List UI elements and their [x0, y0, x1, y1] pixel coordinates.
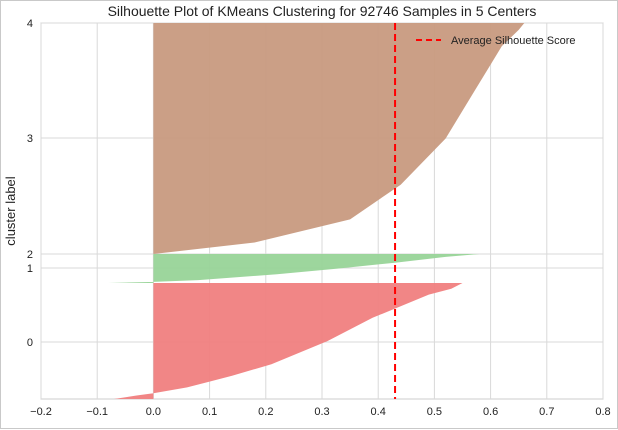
cluster-bands [108, 23, 525, 399]
y-tick-label: 4 [27, 18, 33, 30]
x-tick-label: 0.3 [314, 406, 329, 418]
y-axis-label: cluster label [3, 176, 18, 245]
y-tick-label: 0 [27, 337, 33, 349]
x-tick-label: 0.7 [539, 406, 554, 418]
x-tick-label: 0.4 [371, 406, 386, 418]
y-tick-label: 1 [27, 263, 33, 275]
x-tick-labels: −0.2 −0.1 0.0 0.1 0.2 0.3 0.4 0.5 0.6 0.7 0.8 [30, 406, 611, 418]
y-tick-labels: 0 1 2 3 4 [27, 18, 33, 349]
x-tick-label: 0.1 [202, 406, 217, 418]
x-tick-label: 0.2 [258, 406, 273, 418]
x-tick-label: 0.5 [427, 406, 442, 418]
legend-label: Average Silhouette Score [451, 35, 576, 47]
x-tick-label: 0.0 [146, 406, 161, 418]
cluster-1-band [108, 254, 480, 283]
cluster-0-band [114, 283, 463, 399]
x-tick-label: 0.6 [483, 406, 498, 418]
y-tick-label: 3 [27, 133, 33, 145]
x-tick-label: −0.1 [86, 406, 108, 418]
chart-title: Silhouette Plot of KMeans Clustering for… [108, 3, 537, 19]
cluster-2-band [153, 23, 525, 254]
x-tick-label: 0.8 [595, 406, 610, 418]
y-tick-label: 2 [27, 249, 33, 261]
legend: Average Silhouette Score [416, 35, 576, 47]
x-tick-label: −0.2 [30, 406, 52, 418]
